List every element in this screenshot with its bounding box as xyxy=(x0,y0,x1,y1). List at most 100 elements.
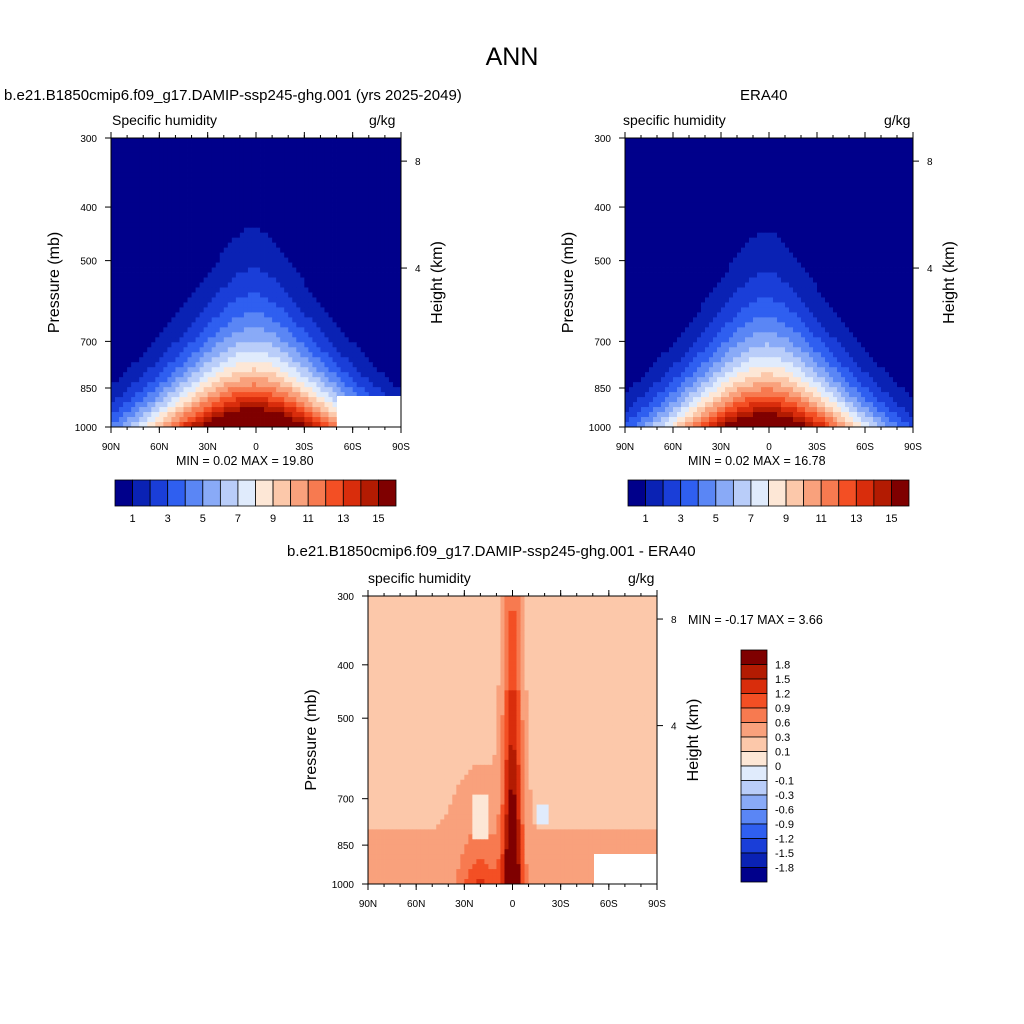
contour-cell xyxy=(199,232,205,239)
contour-cell xyxy=(227,307,233,313)
contour-cell xyxy=(268,252,273,258)
contour-cell xyxy=(897,152,902,159)
contour-cell xyxy=(340,177,346,184)
contour-cell xyxy=(384,237,390,244)
contour-cell xyxy=(119,347,124,353)
contour-cell xyxy=(219,317,225,323)
contour-cell xyxy=(344,277,350,283)
contour-cell xyxy=(653,182,658,189)
contour-cell xyxy=(195,412,201,418)
contour-cell xyxy=(235,382,241,388)
contour-cell xyxy=(191,192,196,199)
contour-cell xyxy=(368,302,374,308)
contour-cell xyxy=(211,162,217,169)
contour-cell xyxy=(272,187,277,194)
contour-cell xyxy=(272,138,277,144)
contour-cell xyxy=(199,202,205,209)
contour-cell xyxy=(264,157,269,164)
contour-cell xyxy=(348,377,354,383)
contour-cell xyxy=(195,252,201,258)
contour-cell xyxy=(159,367,164,373)
contour-cell xyxy=(737,172,742,179)
contour-cell xyxy=(881,172,886,179)
contour-cell xyxy=(119,422,124,428)
contour-cell xyxy=(336,237,341,244)
contour-cell xyxy=(709,138,714,144)
contour-cell xyxy=(356,302,362,308)
contour-cell xyxy=(219,332,225,338)
contour-cell xyxy=(227,187,233,194)
contour-cell xyxy=(143,397,148,403)
contour-cell xyxy=(789,187,794,194)
contour-cell xyxy=(645,167,650,174)
contour-cell xyxy=(821,162,826,169)
contour-cell xyxy=(384,352,390,358)
contour-cell xyxy=(187,397,192,403)
contour-cell xyxy=(841,177,846,184)
contour-cell xyxy=(268,387,273,393)
contour-cell xyxy=(717,167,722,174)
contour-cell xyxy=(260,177,265,184)
contour-cell xyxy=(199,422,205,428)
contour-cell xyxy=(179,307,184,313)
contour-cell xyxy=(681,172,686,179)
contour-cell xyxy=(155,242,160,249)
contour-cell xyxy=(251,217,257,224)
contour-cell xyxy=(231,317,237,323)
contour-cell xyxy=(268,347,273,353)
contour-cell xyxy=(239,192,245,199)
contour-cell xyxy=(380,222,386,229)
contour-cell xyxy=(348,202,354,209)
contour-cell xyxy=(171,282,176,288)
contour-cell xyxy=(637,177,642,184)
contour-cell xyxy=(239,222,245,229)
contour-cell xyxy=(215,257,221,263)
contour-cell xyxy=(239,167,245,174)
contour-cell xyxy=(388,247,394,253)
contour-cell xyxy=(231,257,237,263)
contour-cell xyxy=(348,232,354,239)
contour-cell xyxy=(179,422,184,428)
contour-cell xyxy=(211,372,217,378)
contour-cell xyxy=(247,142,253,149)
contour-cell xyxy=(256,152,261,159)
contour-cell xyxy=(288,138,293,144)
contour-cell xyxy=(199,402,205,408)
contour-cell xyxy=(223,272,229,278)
contour-cell xyxy=(384,192,390,199)
contour-cell xyxy=(312,372,317,378)
contour-cell xyxy=(260,307,265,313)
contour-cell xyxy=(336,277,341,283)
contour-cell xyxy=(753,172,758,179)
contour-cell xyxy=(119,402,124,408)
contour-cell xyxy=(344,282,350,288)
contour-cell xyxy=(284,207,289,214)
contour-cell xyxy=(127,262,132,268)
contour-cell xyxy=(332,282,337,288)
contour-cell xyxy=(179,287,184,293)
contour-cell xyxy=(348,252,354,258)
contour-cell xyxy=(340,242,346,249)
contour-cell xyxy=(633,167,638,174)
contour-cell xyxy=(151,212,156,219)
contour-cell xyxy=(773,152,778,159)
contour-cell xyxy=(256,197,261,204)
contour-cell xyxy=(135,207,140,214)
contour-cell xyxy=(805,182,810,189)
contour-cell xyxy=(817,157,822,164)
contour-cell xyxy=(251,232,257,239)
contour-cell xyxy=(256,422,261,428)
contour-cell xyxy=(348,362,354,368)
contour-cell xyxy=(179,337,184,343)
contour-cell xyxy=(239,227,245,234)
contour-cell xyxy=(284,212,289,219)
contour-cell xyxy=(163,312,168,318)
contour-cell xyxy=(320,187,325,194)
contour-cell xyxy=(312,177,317,184)
contour-cell xyxy=(215,372,221,378)
contour-cell xyxy=(300,337,305,343)
contour-cell xyxy=(179,262,184,268)
contour-cell xyxy=(388,377,394,383)
contour-cell xyxy=(705,142,710,149)
contour-cell xyxy=(171,147,176,154)
